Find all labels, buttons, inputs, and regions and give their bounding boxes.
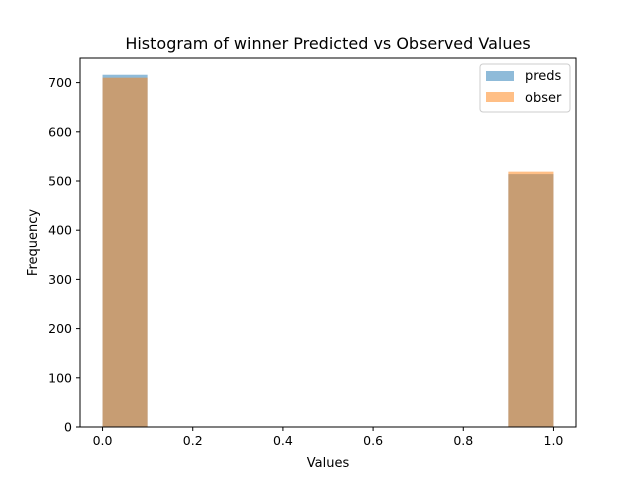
y-tick-label: 300 — [48, 272, 72, 287]
y-tick-label: 200 — [48, 321, 72, 336]
x-tick-label: 1.0 — [544, 433, 564, 448]
y-tick-label: 600 — [48, 124, 72, 139]
y-tick-label: 100 — [48, 370, 72, 385]
chart-title: Histogram of winner Predicted vs Observe… — [125, 34, 530, 53]
y-tick-label: 700 — [48, 75, 72, 90]
y-axis-ticks: 0 100 200 300 400 500 600 700 — [48, 75, 80, 435]
legend-label-preds: preds — [525, 69, 562, 84]
x-axis-ticks: 0.0 0.2 0.4 0.6 0.8 1.0 — [93, 427, 564, 448]
x-tick-label: 0.2 — [183, 433, 203, 448]
legend-swatch-preds — [486, 71, 514, 81]
plot-frame — [79, 57, 577, 428]
bar-obser-bin-1 — [508, 171, 554, 427]
bar-obser-bin-0 — [102, 77, 148, 428]
x-tick-label: 0.8 — [453, 433, 473, 448]
x-tick-label: 0.6 — [363, 433, 383, 448]
y-tick-label: 0 — [64, 420, 72, 435]
y-tick-label: 500 — [48, 174, 72, 189]
bars-group — [102, 74, 554, 428]
legend: preds obser — [479, 63, 571, 113]
legend-label-obser: obser — [525, 91, 562, 106]
y-axis-label: Frequency — [26, 209, 41, 276]
x-tick-label: 0.4 — [273, 433, 293, 448]
y-tick-label: 400 — [48, 223, 72, 238]
x-tick-label: 0.0 — [93, 433, 113, 448]
legend-swatch-obser — [486, 92, 514, 102]
x-axis-label: Values — [307, 456, 350, 471]
